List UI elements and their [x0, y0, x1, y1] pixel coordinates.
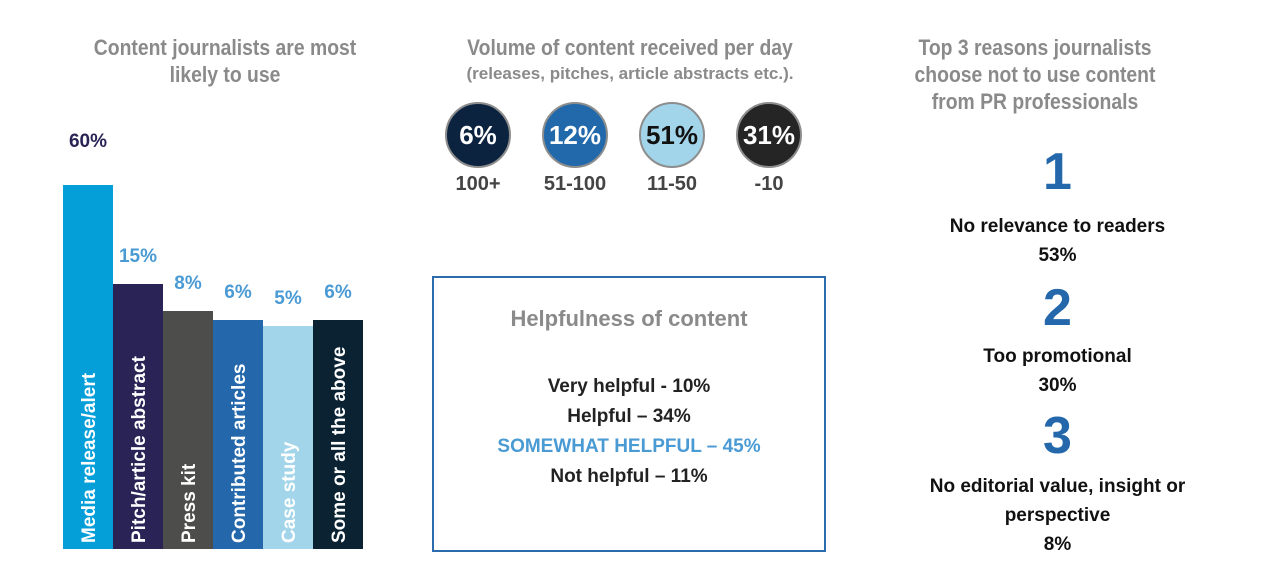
bar-label: Some or all the above — [329, 346, 350, 543]
bar-label: Media release/alert — [79, 372, 100, 543]
helpfulness-line: Helpful – 34% — [567, 406, 691, 427]
bar: Contributed articles — [213, 320, 263, 549]
reason-label: No relevance to readers — [949, 216, 1166, 237]
bar-label: Press kit — [179, 463, 200, 543]
reason-text: No relevance to readers 53% — [905, 212, 1210, 270]
reason-rank: 3 — [1043, 407, 1072, 465]
volume-circle: 12% — [542, 102, 608, 168]
bar-label: Contributed articles — [229, 363, 250, 543]
helpfulness-title: Helpfulness of content — [510, 306, 748, 331]
bar-label: Case study — [279, 441, 300, 543]
reason-pct: 30% — [1038, 375, 1077, 396]
helpfulness-line-highlight: SOMEWHAT HELPFUL – 45% — [497, 436, 761, 457]
bar-value-label: 6% — [324, 282, 352, 304]
volume-circle: 6% — [445, 102, 511, 168]
reason-rank: 2 — [1043, 279, 1072, 337]
bar-value-label: 6% — [224, 282, 252, 304]
reason-pct: 8% — [1043, 534, 1072, 555]
bar-chart-title: Content journalists are most likely to u… — [93, 35, 357, 87]
reason-rank: 1 — [1043, 143, 1072, 201]
volume-title: Volume of content received per day — [467, 35, 793, 60]
bar: Case study — [263, 325, 313, 549]
helpfulness-box: Helpfulness of content Very helpful - 10… — [432, 276, 826, 552]
reason-text: No editorial value, insight or perspecti… — [905, 472, 1210, 559]
bar: Some or all the above — [313, 320, 363, 549]
volume-circle: 51% — [639, 102, 705, 168]
reason-text: Too promotional 30% — [905, 342, 1210, 400]
volume-range: 51-100 — [543, 173, 607, 195]
volume-range: 11-50 — [646, 173, 698, 195]
bar-value-label: 15% — [118, 245, 158, 267]
reasons-title: Top 3 reasons journalists choose not to … — [914, 35, 1156, 114]
bar-value-label: 60% — [68, 131, 108, 152]
bar-label: Pitch/article abstract — [129, 356, 150, 543]
helpfulness-line: Not helpful – 11% — [550, 466, 708, 487]
bar: Pitch/article abstract — [113, 283, 163, 549]
bar-value-label: 5% — [274, 287, 302, 309]
volume-circle: 31% — [736, 102, 802, 168]
volume-range: -10 — [754, 173, 784, 195]
reason-label: Too promotional — [983, 346, 1132, 367]
volume-range: 100+ — [455, 173, 501, 195]
helpfulness-line: Very helpful - 10% — [547, 376, 711, 397]
reason-pct: 53% — [1038, 245, 1077, 266]
reason-label: No editorial value, insight or perspecti… — [929, 476, 1186, 526]
bar-value-label: 8% — [174, 272, 202, 294]
bar: Press kit — [163, 310, 213, 549]
volume-subtitle: (releases, pitches, article abstracts et… — [466, 64, 794, 83]
bar: Media release/alert — [63, 184, 113, 549]
